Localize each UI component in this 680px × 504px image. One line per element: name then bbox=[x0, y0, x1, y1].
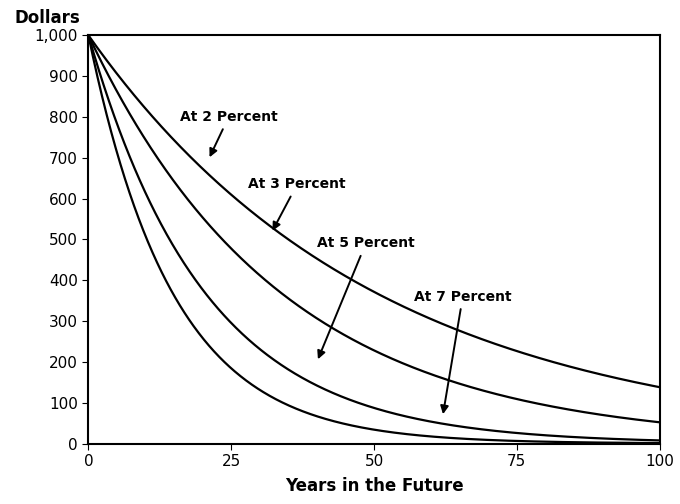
X-axis label: Years in the Future: Years in the Future bbox=[285, 477, 463, 495]
Text: At 3 Percent: At 3 Percent bbox=[248, 177, 346, 229]
Text: At 5 Percent: At 5 Percent bbox=[317, 236, 415, 357]
Text: Dollars: Dollars bbox=[14, 9, 80, 27]
Text: At 2 Percent: At 2 Percent bbox=[180, 110, 277, 155]
Text: At 7 Percent: At 7 Percent bbox=[414, 290, 511, 412]
